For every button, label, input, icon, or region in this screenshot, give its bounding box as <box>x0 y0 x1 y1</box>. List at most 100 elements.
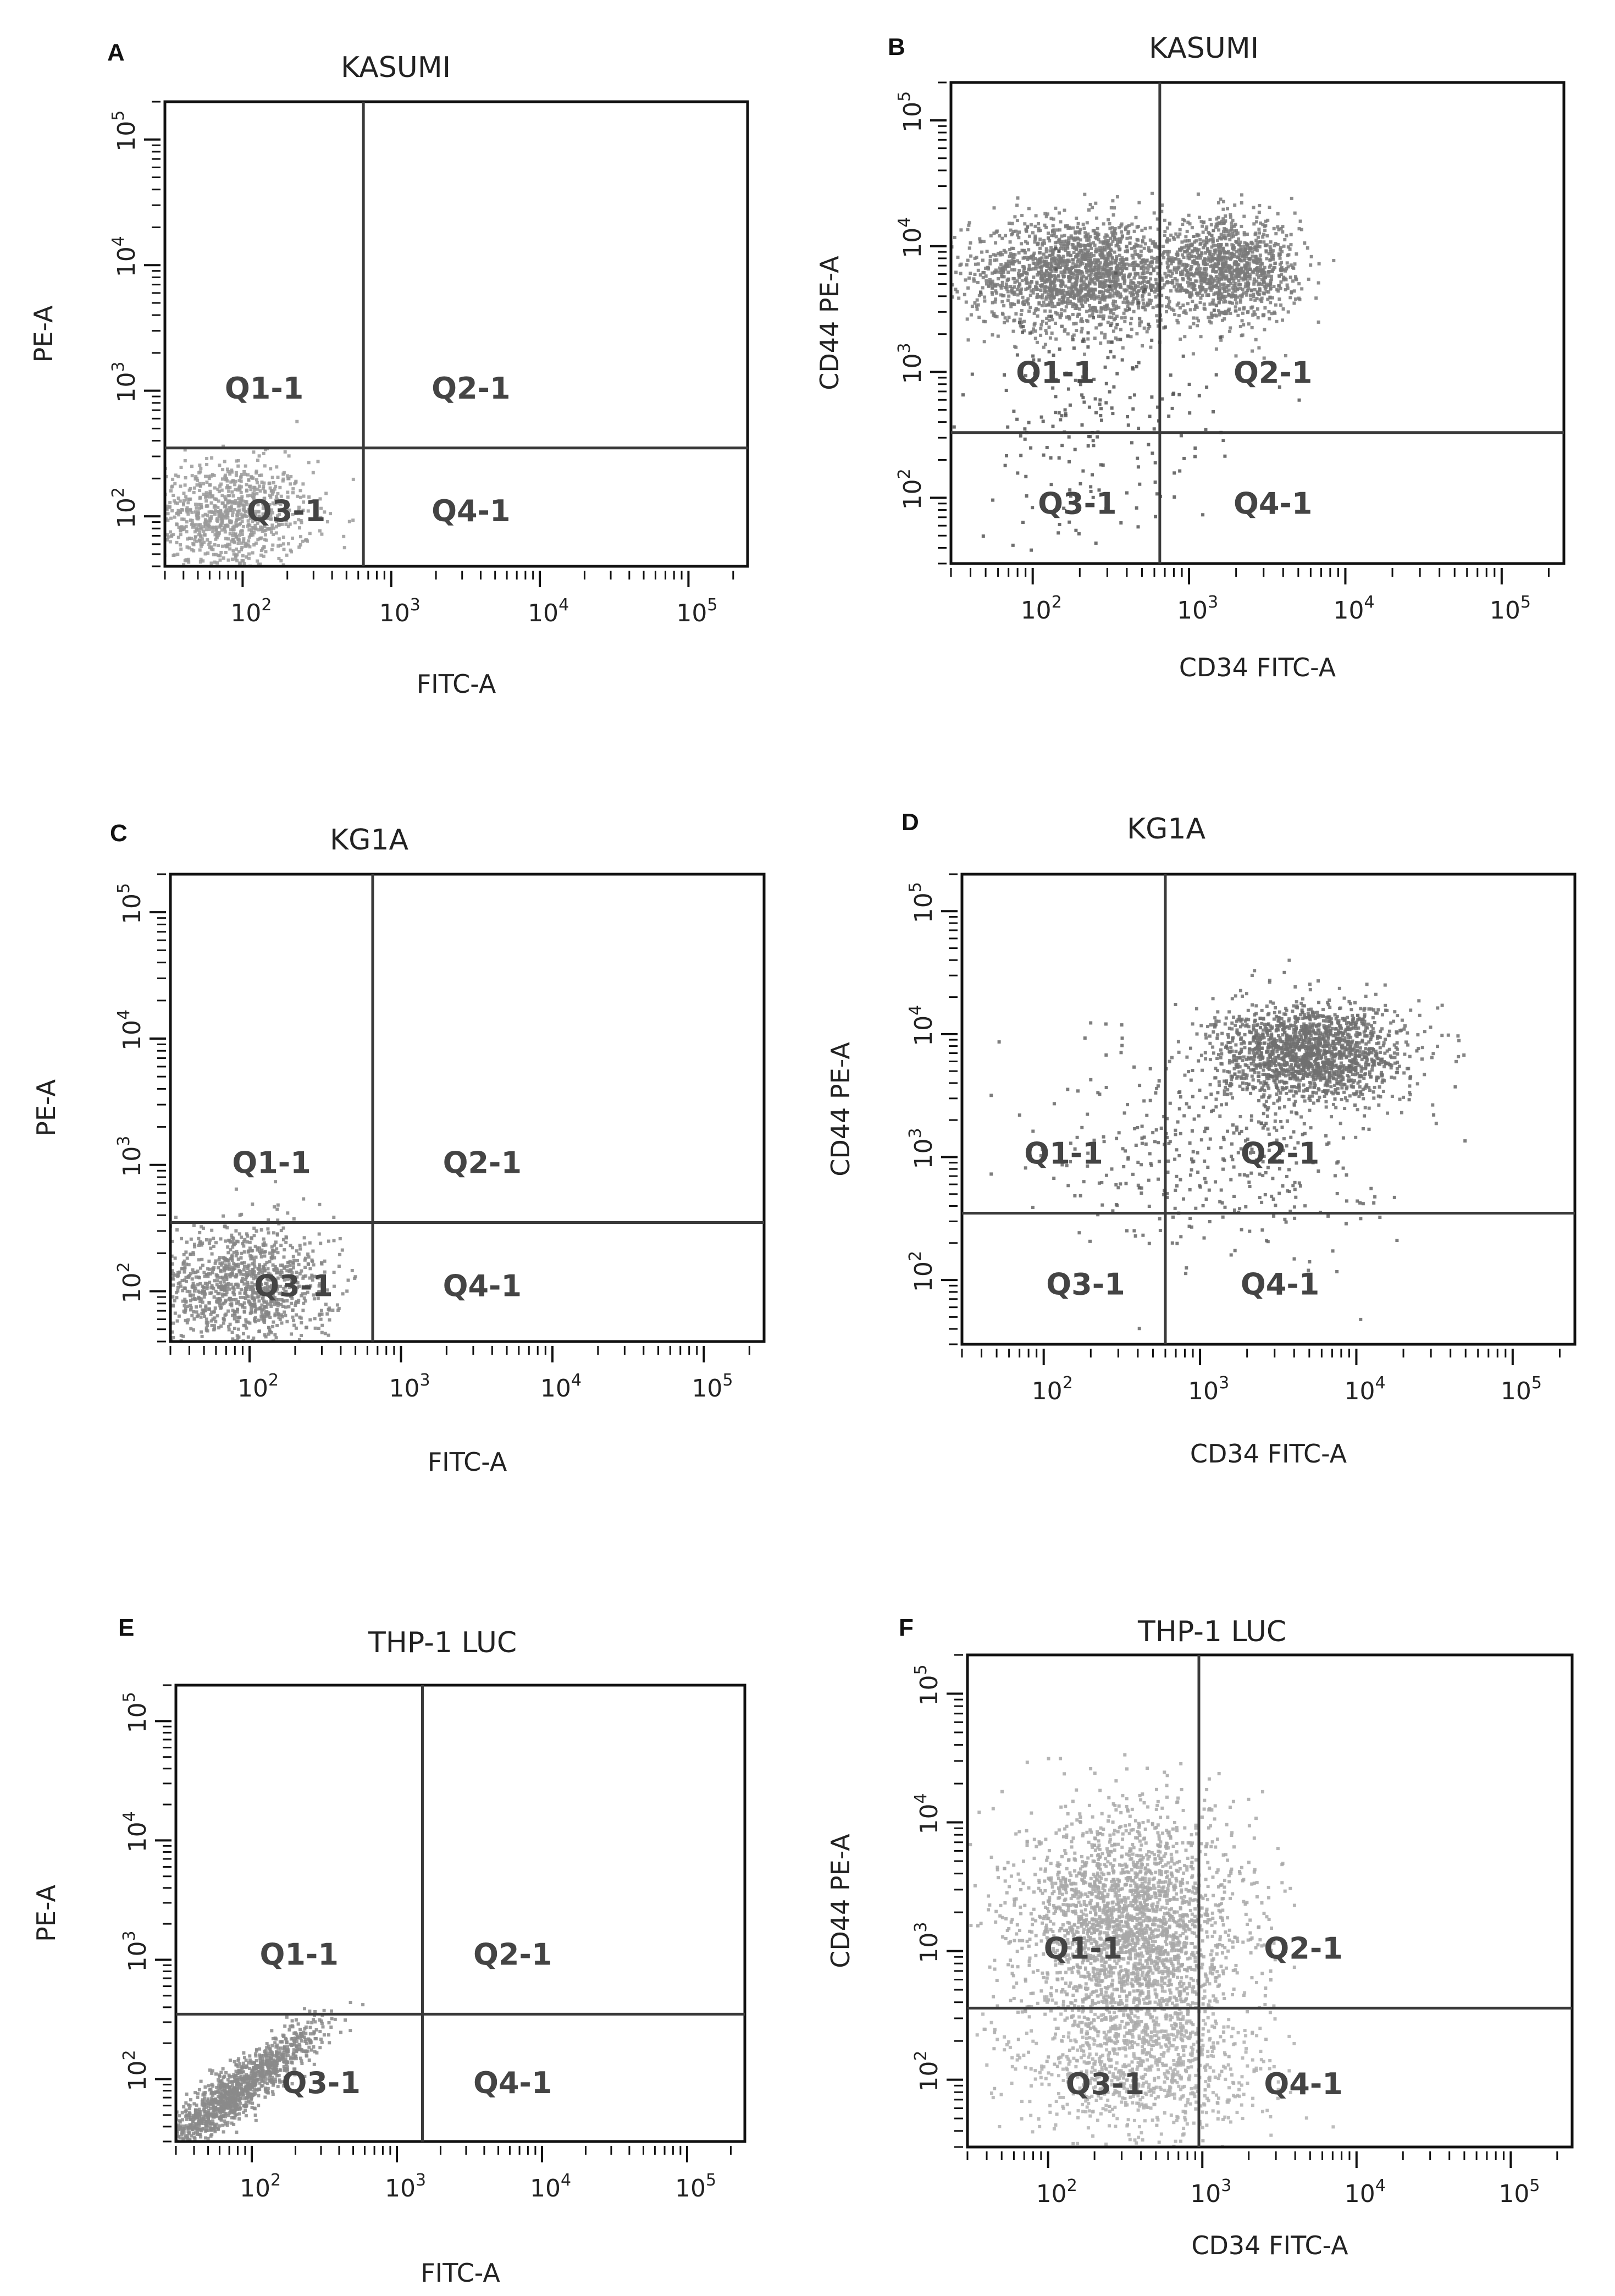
scatter-point <box>286 525 290 528</box>
scatter-point <box>1205 238 1209 241</box>
scatter-point <box>313 1326 317 1330</box>
scatter-point <box>207 523 211 527</box>
scatter-point <box>1132 393 1136 397</box>
scatter-point <box>1125 262 1129 266</box>
scatter-point <box>291 1315 295 1319</box>
scatter-point <box>245 1232 248 1236</box>
scatter-point <box>252 1336 256 1340</box>
scatter-point <box>1094 326 1098 330</box>
scatter-point <box>196 1270 200 1273</box>
scatter-point <box>1181 277 1185 280</box>
scatter-point <box>332 1271 336 1274</box>
scatter-point <box>1197 248 1201 252</box>
scatter-point <box>1016 299 1020 303</box>
scatter-point <box>1212 410 1215 413</box>
scatter-point <box>1036 241 1040 245</box>
scatter-point <box>1143 227 1147 230</box>
scatter-point <box>283 1310 286 1314</box>
scatter-point <box>213 526 217 529</box>
plot-frame <box>163 100 749 568</box>
scatter-point <box>1066 332 1070 336</box>
scatter-point <box>1061 289 1065 292</box>
scatter-point <box>1093 273 1097 277</box>
scatter-point <box>1045 285 1049 289</box>
scatter-point <box>1136 272 1140 275</box>
scatter-point <box>1204 257 1208 261</box>
scatter-point <box>1147 303 1151 307</box>
scatter-point <box>1203 261 1207 265</box>
scatter-point <box>1066 292 1070 296</box>
scatter-point <box>260 1248 264 1252</box>
scatter-point <box>1093 397 1097 401</box>
scatter-point <box>231 1239 235 1243</box>
scatter-point <box>1049 264 1053 268</box>
scatter-point <box>276 544 280 548</box>
scatter-point <box>1105 271 1109 274</box>
scatter-point <box>1239 248 1243 251</box>
scatter-point <box>1234 233 1238 236</box>
scatter-point <box>1228 238 1232 241</box>
scatter-point <box>1032 358 1036 362</box>
scatter-point <box>1276 289 1280 293</box>
scatter-point <box>1041 283 1044 287</box>
scatter-point <box>1256 261 1259 265</box>
scatter-point <box>1047 318 1051 322</box>
scatter-point <box>1269 277 1273 281</box>
scatter-point <box>236 514 240 517</box>
scatter-point <box>1119 261 1123 264</box>
scatter-point <box>1152 257 1156 260</box>
scatter-point <box>1078 228 1082 231</box>
scatter-point <box>173 515 176 519</box>
scatter-point <box>1250 289 1253 292</box>
scatter-point <box>1188 222 1192 226</box>
scatter-point <box>1098 261 1102 265</box>
scatter-point <box>183 1298 187 1301</box>
scatter-point <box>1243 285 1247 289</box>
scatter-point <box>1234 305 1237 309</box>
scatter-point <box>226 501 230 505</box>
scatter-point <box>206 538 209 542</box>
scatter-point <box>308 1318 312 1322</box>
scatter-point <box>1020 242 1023 246</box>
scatter-point <box>230 1233 234 1237</box>
scatter-point <box>185 545 189 549</box>
scatter-point <box>1126 334 1130 338</box>
scatter-point <box>300 1334 303 1337</box>
scatter-point <box>1168 300 1171 303</box>
scatter-point <box>198 548 202 552</box>
scatter-point <box>226 537 230 541</box>
scatter-point <box>1133 284 1137 288</box>
scatter-point <box>1043 262 1047 266</box>
scatter-point <box>178 499 182 503</box>
scatter-point <box>1227 288 1231 292</box>
scatter-point <box>1175 271 1179 274</box>
scatter-point <box>1094 296 1098 300</box>
scatter-point <box>1037 222 1040 225</box>
scatter-point <box>216 506 220 509</box>
scatter-point <box>261 526 264 529</box>
scatter-point <box>1163 325 1167 329</box>
scatter-point <box>1235 272 1239 275</box>
scatter-point <box>231 494 235 498</box>
scatter-point <box>1091 473 1094 477</box>
scatter-point <box>1193 255 1197 258</box>
scatter-point <box>1108 284 1111 288</box>
scatter-point <box>1074 287 1077 291</box>
scatter-point <box>209 501 213 505</box>
scatter-point <box>271 1294 275 1298</box>
scatter-point <box>226 470 230 473</box>
scatter-point <box>234 533 237 537</box>
scatter-point <box>1013 268 1016 272</box>
scatter-point <box>201 1300 204 1304</box>
scatter-point <box>1006 290 1010 294</box>
scatter-point <box>274 1180 277 1184</box>
scatter-point <box>1121 300 1125 304</box>
scatter-point <box>1075 283 1078 286</box>
scatter-point <box>1266 297 1270 301</box>
scatter-point <box>1024 288 1028 291</box>
scatter-point <box>1193 240 1197 244</box>
scatter-point <box>1205 225 1209 229</box>
y-tick-label: 105 <box>109 111 141 152</box>
scatter-point <box>187 546 191 550</box>
